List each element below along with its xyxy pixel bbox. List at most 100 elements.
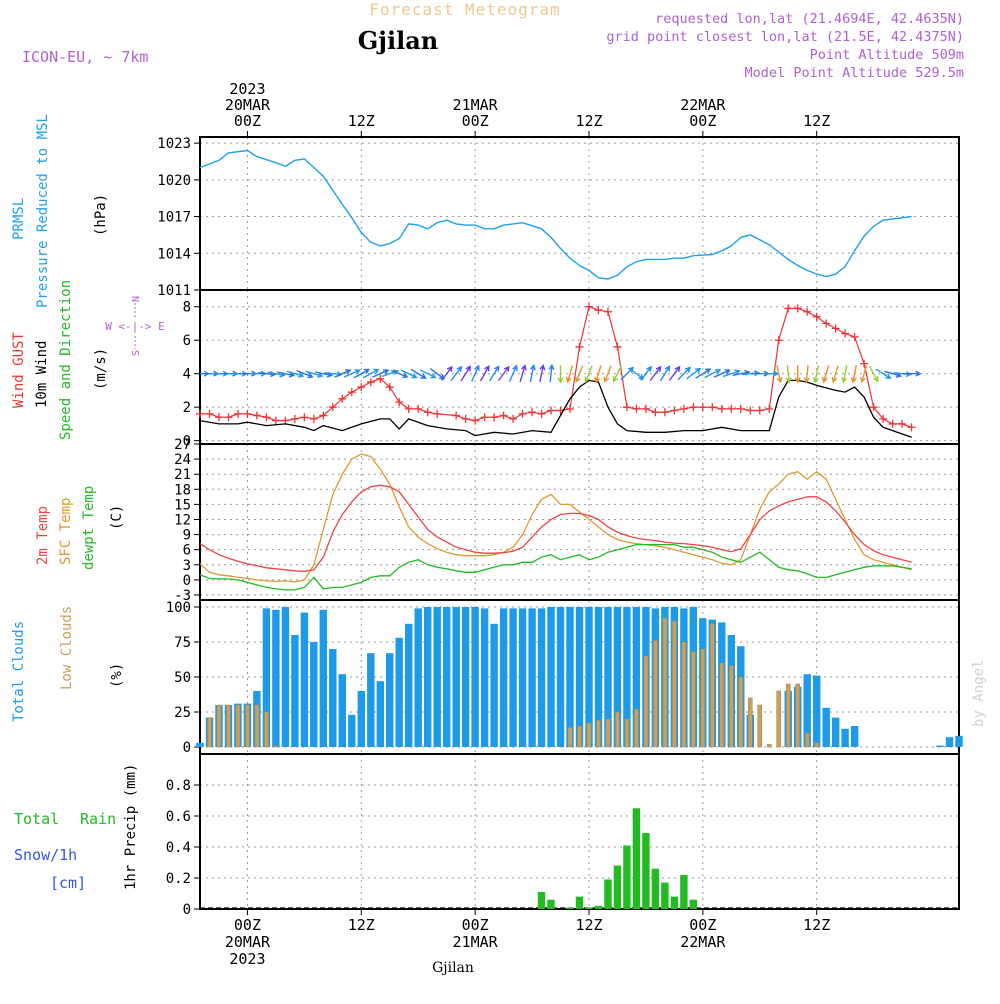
gust-marker: [774, 336, 783, 345]
precip-label-total: Total: [14, 810, 59, 828]
total-cloud-bar: [386, 653, 394, 747]
rain-bar: [537, 892, 546, 909]
bottom-time-label: 12Z: [348, 916, 375, 934]
temp-ytick-label: 9: [183, 528, 191, 544]
rain-bar: [632, 808, 641, 910]
gust-marker: [708, 403, 717, 412]
precip-frame: [199, 753, 960, 910]
low-cloud-bar: [624, 718, 630, 748]
wind-direction-arrow: [584, 365, 593, 383]
low-cloud-bar: [615, 711, 620, 748]
pressure-label-desc: Pressure Reduced to MSL: [35, 114, 51, 308]
total-cloud-bar: [936, 745, 944, 747]
gust-marker: [746, 406, 755, 415]
wind-direction-arrow: [353, 368, 370, 379]
gust-marker: [300, 413, 309, 422]
wind-direction-arrow: [695, 368, 712, 379]
total-cloud-bar: [850, 726, 859, 747]
gust-marker: [499, 411, 508, 420]
gust-marker: [271, 416, 280, 425]
low-cloud-bar: [596, 720, 601, 748]
rain-bar: [642, 833, 650, 909]
total-cloud-bar: [585, 607, 593, 747]
total-cloud-bar: [196, 742, 204, 747]
cloud-labels: Total Clouds Low Clouds (%): [11, 606, 125, 722]
total-cloud-bar: [832, 717, 840, 747]
temp-ytick-label: 15: [174, 497, 191, 513]
gust-marker: [755, 406, 764, 415]
wind-direction-arrow: [659, 365, 671, 382]
bottom-time-label: 00Z: [689, 916, 716, 934]
gust-marker: [357, 383, 366, 392]
precip-panel: 0 0.2 0.4 0.6 0.8: [166, 753, 960, 918]
gust-marker: [898, 419, 907, 428]
grid-point-lonlat: grid point closest lon,lat (21.5E, 42.43…: [606, 29, 964, 45]
wind-direction-arrow: [794, 365, 801, 384]
temp-ytick-label: 21: [174, 467, 191, 483]
wind-direction-arrow: [868, 365, 879, 383]
bottom-time-label: 12Z: [575, 916, 602, 934]
gust-marker: [594, 306, 603, 315]
compass-we: W <-|-> E: [105, 320, 165, 333]
total-cloud-bar: [509, 608, 517, 747]
low-cloud-bar: [567, 727, 573, 748]
wind-direction-arrow: [841, 365, 848, 384]
gust-marker: [793, 304, 802, 313]
wind-direction-arrow: [400, 369, 418, 379]
total-cloud-bar: [452, 607, 460, 747]
gust-marker: [338, 394, 347, 403]
wind-direction-arrow: [450, 365, 463, 381]
clouds-ytick-label: 25: [174, 705, 191, 721]
rain-bar: [623, 845, 631, 909]
gust-marker: [281, 416, 290, 425]
wind-direction-arrow: [785, 365, 792, 384]
gust-marker: [822, 319, 831, 328]
gust-marker: [803, 307, 812, 316]
gust-marker: [328, 403, 337, 412]
total-cloud-bar: [556, 607, 565, 747]
top-time-label: 00Z: [689, 112, 716, 130]
gust-marker: [433, 409, 442, 418]
wind-direction-arrow: [508, 364, 518, 382]
temp-ytick-label: -3: [174, 588, 191, 604]
gust-marker: [784, 304, 793, 313]
temp2m-line: [200, 484, 912, 572]
point-altitude: Point Altitude 509m: [810, 47, 964, 63]
total-cloud-bar: [414, 608, 422, 747]
wind-direction-arrow: [677, 366, 691, 381]
rain-bar: [680, 874, 688, 909]
rain-bar: [689, 899, 697, 909]
clouds-ytick-label: 50: [174, 670, 191, 686]
gust-marker: [860, 359, 869, 368]
gust-marker: [679, 404, 688, 413]
wind-direction-arrow: [649, 365, 662, 381]
wind-direction-arrow: [640, 365, 652, 381]
top-time-label: 20MAR: [225, 96, 271, 114]
total-cloud-bar: [490, 623, 498, 747]
wind-direction-arrow: [565, 365, 574, 384]
clouds-ytick-label: 0: [183, 740, 191, 756]
total-cloud-bar: [300, 612, 309, 747]
wind-direction-arrow: [372, 369, 390, 378]
pressure-ytick-label: 1017: [157, 210, 191, 226]
rain-bar: [575, 896, 584, 909]
wind-direction-arrow: [539, 363, 546, 383]
total-cloud-bar: [632, 607, 641, 747]
rain-bar: [594, 905, 603, 909]
precip-label-snow: Snow/1h: [14, 846, 77, 864]
wind-direction-arrow: [557, 365, 564, 384]
dewpt-line: [200, 543, 912, 591]
total-cloud-bar: [841, 728, 849, 747]
clouds-panel: 0 25 50 75 100: [166, 599, 963, 756]
gust-marker: [622, 403, 631, 412]
rain-bar: [661, 882, 669, 909]
wind-speed-line: [200, 379, 912, 438]
low-cloud-bar: [757, 704, 763, 748]
gust-marker: [841, 329, 850, 338]
pressure-ytick-label: 1023: [157, 136, 191, 152]
gust-marker: [879, 414, 888, 423]
requested-lonlat: requested lon,lat (21.4694E, 42.4635N): [655, 11, 964, 27]
gust-marker: [490, 413, 499, 422]
gust-marker: [452, 411, 461, 420]
